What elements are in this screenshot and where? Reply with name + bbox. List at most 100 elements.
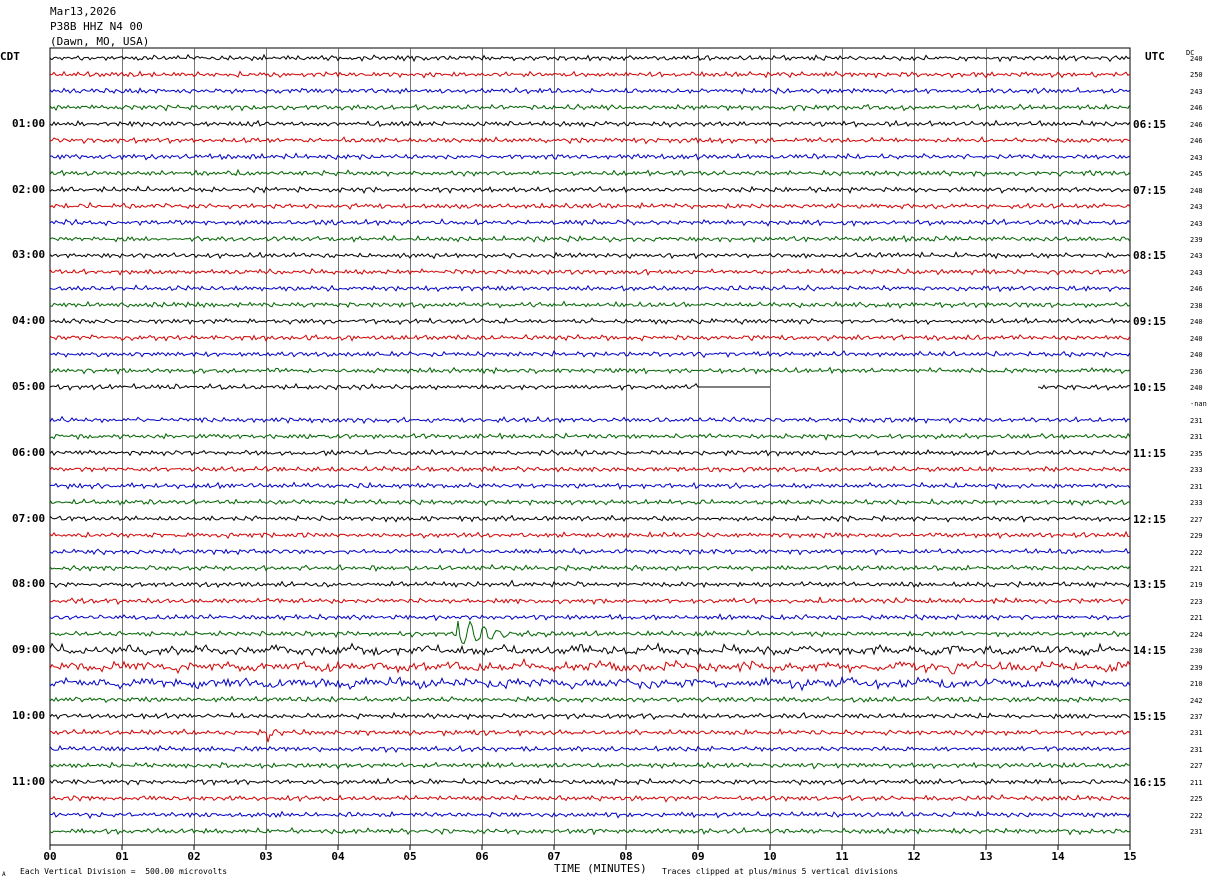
trace-row-5 (49, 136, 1131, 145)
trace-row-45 (49, 793, 1131, 803)
left-time-label: 10:00 (12, 709, 46, 722)
x-tick-label-00: 00 (43, 850, 56, 863)
x-tick-label-05: 05 (403, 850, 416, 863)
dc-offset-label: 243 (1190, 153, 1203, 162)
left-time-label: 02:00 (12, 182, 46, 196)
dc-offset-label: 233 (1190, 499, 1203, 508)
dc-offset-label: 243 (1190, 87, 1203, 96)
dc-offset-label: 243 (1190, 203, 1203, 212)
trace-row-36 (49, 642, 1131, 657)
dc-offset-label: 221 (1190, 614, 1203, 623)
trace-row-3 (49, 103, 1131, 112)
x-tick-label-11: 11 (835, 850, 849, 863)
trace-row-29 (49, 530, 1131, 540)
right-time-label: 11:15 (1133, 446, 1167, 460)
dc-offset-label: 246 (1190, 137, 1203, 146)
dc-offset-label: 224 (1190, 630, 1203, 639)
clip-note: Traces clipped at plus/minus 5 vertical … (662, 867, 899, 876)
trace-row-37 (49, 657, 1131, 675)
trace-row-12 (49, 251, 1131, 260)
timezone-right-label: UTC (1145, 50, 1165, 63)
trace-row-1 (49, 70, 1131, 79)
x-tick-label-03: 03 (259, 850, 272, 863)
trace-row-20-seg-1 (1037, 384, 1131, 391)
left-time-label: 06:00 (12, 445, 46, 459)
trace-row-30 (49, 547, 1131, 556)
dc-offset-label: 246 (1190, 285, 1203, 294)
dc-offset-label: 221 (1190, 564, 1203, 573)
dc-offset-label: 231 (1190, 828, 1203, 837)
dc-offset-label: 240 (1190, 334, 1203, 343)
dc-offset-label: 239 (1190, 663, 1203, 672)
trace-row-34 (49, 613, 1131, 622)
trace-row-28 (49, 514, 1131, 523)
trace-row-43 (49, 761, 1131, 770)
left-time-label: 01:00 (12, 116, 46, 130)
dc-offset-label: 250 (1190, 71, 1203, 80)
dc-offset-label: 246 (1190, 104, 1203, 113)
trace-row-15 (49, 300, 1131, 309)
trace-row-46 (49, 810, 1131, 820)
dc-offset-label: 243 (1190, 219, 1203, 228)
dc-offset-label: 211 (1190, 778, 1203, 787)
x-tick-label-14: 14 (1051, 850, 1065, 863)
right-time-label: 10:15 (1133, 381, 1167, 394)
x-tick-label-15: 15 (1123, 850, 1136, 863)
corner-mark: A (2, 871, 6, 878)
trace-row-11 (49, 234, 1131, 244)
trace-row-19 (49, 366, 1131, 376)
dc-offset-label: 236 (1190, 367, 1203, 376)
trace-row-25 (49, 465, 1131, 473)
x-tick-label-02: 02 (187, 850, 200, 863)
dc-offset-label: 229 (1190, 532, 1203, 541)
trace-row-23 (49, 432, 1131, 441)
trace-row-22 (49, 415, 1131, 425)
x-tick-label-12: 12 (907, 850, 920, 863)
left-time-label: 08:00 (12, 577, 46, 591)
dc-offset-label: 231 (1190, 433, 1203, 442)
dc-offset-label: 231 (1190, 745, 1203, 754)
left-time-label: 05:00 (12, 380, 46, 393)
dc-offset-label: 243 (1190, 252, 1203, 261)
dc-offset-label: 243 (1190, 268, 1203, 277)
x-tick-label-10: 10 (763, 850, 776, 863)
dc-offset-label: 231 (1190, 729, 1203, 738)
right-time-label: 06:15 (1133, 117, 1167, 131)
dc-offset-label: 231 (1190, 482, 1203, 491)
left-time-label: 07:00 (12, 511, 46, 525)
dc-offset-label: 237 (1190, 713, 1203, 721)
scale-note: Each Vertical Division = 500.00 microvol… (20, 867, 228, 876)
trace-row-42 (49, 744, 1130, 754)
trace-row-14 (49, 284, 1131, 293)
left-time-label: 09:00 (12, 643, 46, 657)
trace-row-27 (49, 498, 1131, 507)
right-time-label: 13:15 (1133, 578, 1167, 592)
dc-offset-label: 227 (1190, 762, 1203, 771)
trace-row-6 (49, 152, 1131, 161)
x-tick-label-07: 07 (547, 850, 560, 863)
trace-row-13 (49, 267, 1131, 276)
trace-row-31 (49, 563, 1131, 572)
dc-offset-label: 240 (1190, 384, 1203, 392)
trace-row-0 (49, 53, 1131, 63)
dc-offset-label: 231 (1190, 416, 1203, 425)
dc-offset-label: -nan (1190, 400, 1207, 409)
left-time-label: 03:00 (12, 248, 46, 262)
right-time-label: 14:15 (1133, 644, 1167, 658)
x-tick-label-08: 08 (619, 850, 632, 863)
trace-row-16 (49, 317, 1131, 326)
dc-offset-label: 222 (1190, 548, 1203, 557)
plot-frame (49, 47, 1131, 846)
trace-row-26 (49, 481, 1131, 490)
right-time-label: 08:15 (1133, 249, 1167, 263)
x-tick-label-09: 09 (691, 850, 704, 863)
left-time-label: 11:00 (12, 774, 46, 788)
dc-offset-label: 238 (1190, 301, 1203, 310)
right-time-label: 16:15 (1133, 775, 1167, 789)
trace-row-18 (49, 350, 1131, 359)
dc-offset-label: 245 (1190, 170, 1203, 179)
trace-row-2 (49, 86, 1131, 95)
dc-offset-label: 242 (1190, 696, 1203, 705)
timezone-left-label: CDT (0, 50, 20, 63)
